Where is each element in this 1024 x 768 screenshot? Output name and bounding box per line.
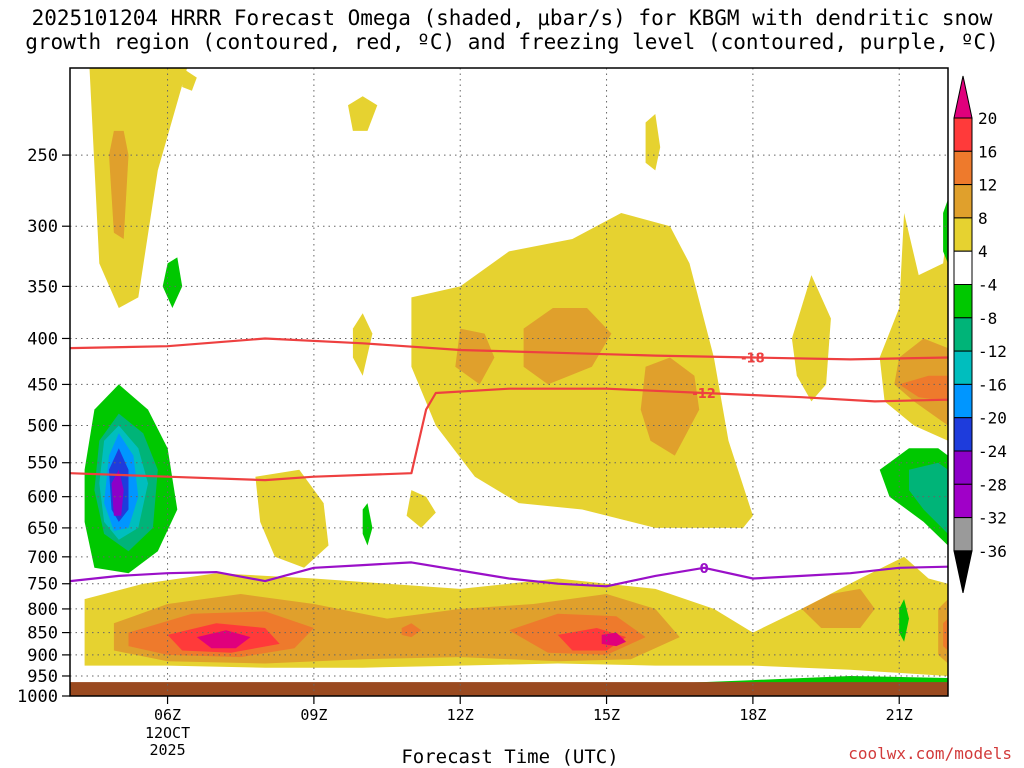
colorbar-label--28: -28: [978, 475, 1007, 494]
colorbar-swatch-1: [953, 150, 973, 186]
colorbar-label--8: -8: [978, 309, 997, 328]
plot-frame: [69, 67, 949, 697]
contour-label-dgz_bottom: -12: [692, 387, 716, 402]
y-tick-label-600: 600: [27, 488, 58, 508]
x-tick-label-06Z: 06Z: [154, 706, 181, 724]
colorbar-swatch-7: [953, 350, 973, 385]
colorbar-swatch-4: [953, 250, 973, 285]
chart-title-line-2: growth region (contoured, red, ºC) and f…: [25, 30, 999, 54]
y-tick-label-800: 800: [27, 600, 58, 620]
colorbar-swatch-12: [953, 517, 973, 552]
y-tick-label-700: 700: [27, 548, 58, 568]
colorbar-swatch-8: [953, 383, 973, 419]
omega-region-9: [523, 308, 612, 385]
colorbar-label-20: 20: [978, 109, 997, 128]
omega-region-4: [352, 313, 373, 376]
colorbar-label-8: 8: [978, 209, 988, 228]
omega-region-7: [406, 490, 436, 528]
colorbar-label-12: 12: [978, 176, 997, 195]
colorbar-label--12: -12: [978, 342, 1007, 361]
colorbar: 20 16 12 8 4 -4 -8 -12 -16 -20 -24 -28 -32 -36: [953, 75, 1007, 594]
y-tick-label-250: 250: [27, 146, 58, 166]
y-tick-label-850: 850: [27, 624, 58, 644]
y-tick-label-650: 650: [27, 519, 58, 539]
omega-region-2: [182, 68, 197, 91]
x-tick-label-15Z: 15Z: [593, 706, 620, 724]
x-tick-label-21Z: 21Z: [886, 706, 913, 724]
chart-title-line-1: 2025101204 HRRR Forecast Omega (shaded, …: [31, 6, 993, 30]
colorbar-label-16: 16: [978, 142, 997, 161]
y-tick-label-400: 400: [27, 329, 58, 349]
y-tick-label-1000: 1000: [17, 687, 58, 707]
colorbar-label--16: -16: [978, 375, 1007, 394]
omega-region-1: [109, 130, 129, 239]
colorbar-label-4: 4: [978, 242, 988, 261]
omega-region-36: [362, 503, 373, 546]
x-tick-label-18Z: 18Z: [739, 706, 766, 724]
colorbar-under-triangle: [953, 550, 973, 594]
omega-region-11: [791, 275, 831, 402]
colorbar-swatch-9: [953, 417, 973, 452]
omega-region-28: [943, 618, 948, 651]
colorbar-swatch-3: [953, 217, 973, 252]
colorbar-label--32: -32: [978, 509, 1007, 528]
omega-region-35: [162, 257, 183, 308]
x-date-label-1: 2025: [149, 741, 185, 759]
omega-region-25: [601, 632, 627, 647]
credit-link[interactable]: coolwx.com/models: [848, 744, 1012, 763]
x-axis-title: Forecast Time (UTC): [401, 746, 619, 768]
x-date-label-0: 12OCT: [145, 724, 190, 742]
omega-region-40: [899, 599, 909, 642]
omega-region-24: [196, 630, 251, 649]
y-tick-label-550: 550: [27, 454, 58, 474]
colorbar-label--36: -36: [978, 542, 1007, 561]
y-tick-label-300: 300: [27, 217, 58, 237]
y-tick-label-500: 500: [27, 417, 58, 437]
colorbar-label--20: -20: [978, 409, 1007, 428]
contour-label-dgz_top: -18: [741, 352, 765, 367]
colorbar-swatch-2: [953, 184, 973, 219]
omega-region-8: [455, 328, 495, 385]
omega-region-34: [111, 469, 124, 516]
colorbar-swatch-0: [953, 117, 973, 152]
omega-region-38: [909, 462, 948, 534]
colorbar-label--4: -4: [978, 276, 997, 295]
contour-freezing_level: [70, 561, 948, 588]
colorbar-swatch-5: [953, 284, 973, 319]
colorbar-swatch-11: [953, 483, 973, 519]
omega-region-10: [640, 357, 700, 456]
contour-label-freezing_level: 0: [700, 562, 709, 577]
colorbar-label--24: -24: [978, 442, 1007, 461]
y-tick-label-450: 450: [27, 375, 58, 395]
contour-dgz_top: [70, 337, 948, 361]
terrain-ground: [70, 682, 948, 696]
y-tick-label-950: 950: [27, 667, 58, 687]
contour-dgz_bottom: [70, 387, 948, 482]
y-tick-label-900: 900: [27, 646, 58, 666]
omega-region-5: [645, 114, 661, 171]
colorbar-swatch-6: [953, 317, 973, 352]
x-tick-label-09Z: 09Z: [300, 706, 327, 724]
colorbar-swatch-10: [953, 450, 973, 485]
omega-region-21: [401, 623, 422, 638]
x-tick-label-12Z: 12Z: [447, 706, 474, 724]
omega-region-39: [943, 199, 948, 264]
omega-region-15: [255, 469, 329, 568]
y-tick-label-350: 350: [27, 277, 58, 297]
omega-region-3: [348, 96, 378, 131]
y-tick-label-750: 750: [27, 575, 58, 595]
omega-region-18: [801, 588, 875, 628]
omega-region-0: [89, 68, 188, 308]
omega-region-14: [899, 375, 948, 402]
colorbar-over-triangle: [953, 75, 973, 119]
